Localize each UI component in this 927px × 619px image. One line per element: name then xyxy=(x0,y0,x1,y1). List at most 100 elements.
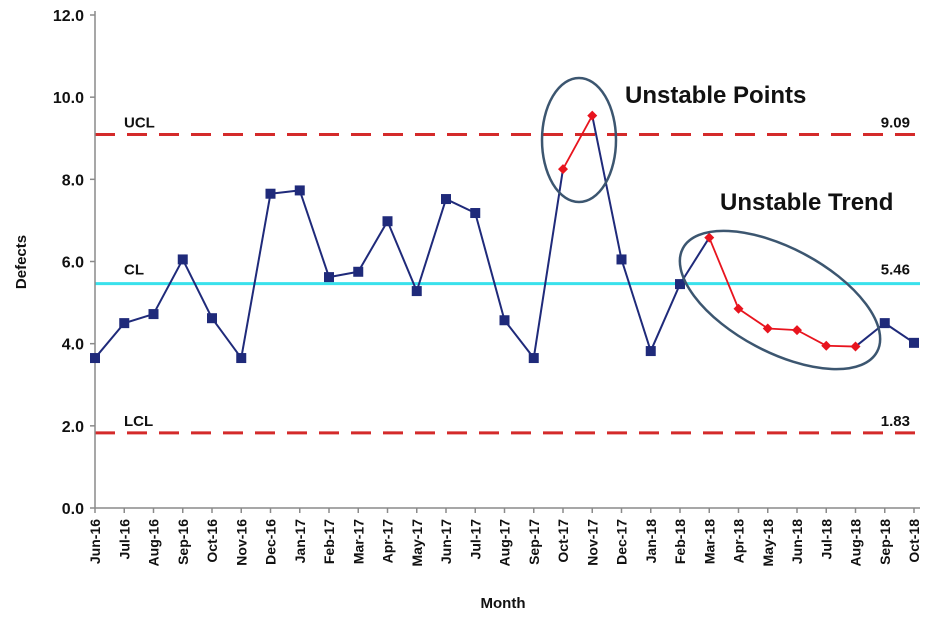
x-tick-label: Aug-18 xyxy=(848,519,864,567)
series-segment xyxy=(591,115,623,260)
unstable-trend-annotation: Unstable Trend xyxy=(720,189,893,216)
x-tick-label: Aug-16 xyxy=(146,519,162,567)
data-point-marker xyxy=(265,188,276,199)
data-point-marker xyxy=(411,286,422,297)
data-point-marker xyxy=(324,272,334,283)
data-point-marker xyxy=(353,266,364,277)
series-segment xyxy=(649,283,681,352)
x-tick-label: Sep-17 xyxy=(526,519,542,565)
reference-lines: UCL 9.09 CL 5.46 LCL 1.83 xyxy=(95,115,920,435)
unstable-point-marker xyxy=(704,232,715,243)
ucl-value-label: 9.09 xyxy=(881,115,910,132)
unstable-point-marker xyxy=(792,325,802,336)
unstable-point-marker xyxy=(733,303,744,314)
x-tick-label: May-17 xyxy=(409,519,425,567)
x-tick-label: Jan-18 xyxy=(643,519,659,564)
series-segment xyxy=(181,259,213,319)
x-tick-label: Apr-17 xyxy=(380,519,396,564)
data-point-marker xyxy=(90,353,100,364)
data-point-marker xyxy=(236,353,247,364)
series-segment xyxy=(357,220,389,273)
data-point-marker xyxy=(616,254,627,265)
lcl-value-label: 1.83 xyxy=(881,413,910,430)
x-tick-label: Sep-18 xyxy=(877,519,893,565)
series-segment xyxy=(503,319,535,359)
x-tick-label: Jul-18 xyxy=(818,519,834,560)
x-tick-label: Jul-17 xyxy=(467,519,483,560)
x-tick-label: Jun-17 xyxy=(438,519,454,564)
series-segment xyxy=(152,258,184,315)
x-tick-label: Jul-16 xyxy=(116,519,132,560)
unstable-segment xyxy=(708,237,740,310)
x-tick-label: Jan-17 xyxy=(292,519,308,564)
x-tick-label: Feb-18 xyxy=(672,519,688,564)
series-segment xyxy=(211,317,243,359)
unstable-point-marker xyxy=(558,164,568,175)
x-tick-label: Jun-18 xyxy=(789,519,805,564)
x-tick-label: Dec-17 xyxy=(614,519,630,565)
data-point-marker xyxy=(119,318,130,329)
x-tick-label: Mar-17 xyxy=(350,519,366,564)
unstable-points-annotation: Unstable Points xyxy=(625,82,806,109)
data-point-marker xyxy=(879,318,890,329)
data-point-marker xyxy=(645,346,656,357)
x-axis-ticks: Jun-16 Jul-16 Aug-16 Sep-16 Oct-16 Nov-16 Dec-… xyxy=(87,508,922,566)
data-point-marker xyxy=(499,315,510,326)
lcl-label: LCL xyxy=(124,413,153,430)
cl-label: CL xyxy=(124,262,144,279)
x-axis-title: Month xyxy=(481,595,526,612)
defects-series xyxy=(90,110,919,364)
unstable-segment xyxy=(737,307,769,330)
axes xyxy=(94,11,920,509)
series-segment xyxy=(620,259,652,352)
cl-value-label: 5.46 xyxy=(881,262,910,279)
y-tick-label: 10.0 xyxy=(53,90,84,107)
y-tick-label: 0.0 xyxy=(62,501,84,518)
y-tick-label: 2.0 xyxy=(62,419,84,436)
data-point-marker xyxy=(294,185,305,196)
data-point-marker xyxy=(177,254,188,265)
series-segment xyxy=(298,190,330,278)
unstable-segment xyxy=(796,329,827,347)
unstable-segment xyxy=(826,344,856,348)
unstable-points-ellipse xyxy=(540,76,618,204)
x-tick-label: Apr-18 xyxy=(731,519,747,564)
data-point-marker xyxy=(909,337,919,348)
x-tick-label: Jun-16 xyxy=(87,519,103,564)
unstable-point-marker xyxy=(587,110,598,121)
x-tick-label: Nov-16 xyxy=(233,519,249,566)
y-axis-title: Defects xyxy=(13,235,30,289)
series-segment xyxy=(240,193,272,359)
x-tick-label: Feb-17 xyxy=(321,519,337,564)
x-tick-label: Oct-18 xyxy=(906,519,922,563)
series-segment xyxy=(679,237,711,285)
unstable-point-marker xyxy=(762,323,773,334)
x-tick-label: Oct-16 xyxy=(204,519,220,563)
series-segment xyxy=(474,212,506,321)
unstable-segment xyxy=(767,327,798,332)
data-point-marker xyxy=(441,194,451,205)
unstable-point-marker xyxy=(850,341,861,352)
x-tick-label: May-18 xyxy=(760,519,776,567)
ucl-label: UCL xyxy=(124,115,155,132)
data-point-marker xyxy=(207,313,217,324)
x-tick-label: Mar-18 xyxy=(701,519,717,564)
y-tick-label: 8.0 xyxy=(62,172,84,189)
x-tick-label: Nov-17 xyxy=(584,519,600,566)
unstable-segment xyxy=(562,115,594,170)
series-segment xyxy=(386,220,418,292)
data-point-marker xyxy=(382,216,393,227)
data-point-marker xyxy=(148,309,159,320)
x-tick-label: Sep-16 xyxy=(175,519,191,565)
data-point-marker xyxy=(528,353,539,364)
x-tick-label: Oct-17 xyxy=(555,519,571,563)
y-tick-label: 4.0 xyxy=(62,337,84,354)
series-segment xyxy=(94,322,126,359)
x-tick-label: Dec-16 xyxy=(263,519,279,565)
unstable-point-marker xyxy=(821,340,832,351)
y-tick-label: 12.0 xyxy=(53,8,84,25)
y-tick-label: 6.0 xyxy=(62,255,84,272)
series-segment xyxy=(415,198,447,292)
series-segment xyxy=(532,168,564,359)
